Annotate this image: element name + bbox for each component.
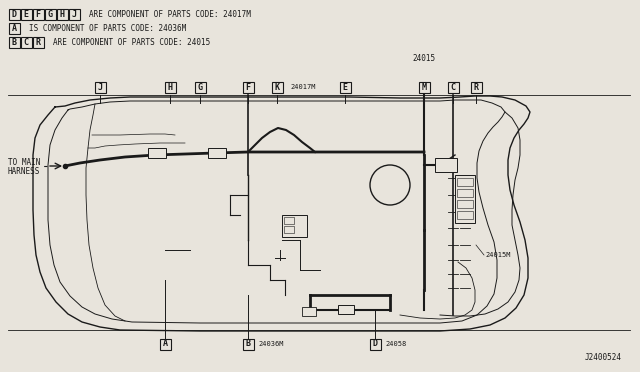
Bar (447, 81, 458, 93)
Bar (282, 215, 307, 237)
Bar (457, 178, 473, 186)
Bar (243, 81, 253, 93)
Circle shape (370, 165, 410, 205)
Text: ARE COMPONENT OF PARTS CODE: 24017M: ARE COMPONENT OF PARTS CODE: 24017M (89, 10, 251, 19)
Text: B: B (12, 38, 17, 46)
Bar (457, 211, 473, 219)
Text: F: F (246, 83, 250, 92)
Text: E: E (24, 10, 29, 19)
Text: B: B (246, 340, 250, 349)
Bar (95, 81, 106, 93)
Bar (284, 226, 294, 233)
Text: E: E (342, 83, 348, 92)
Text: 24036M: 24036M (258, 341, 284, 347)
Bar (208, 148, 226, 158)
Text: C: C (451, 83, 456, 92)
Bar (339, 81, 351, 93)
Bar (284, 217, 294, 224)
Bar (8, 36, 19, 48)
Bar (457, 189, 473, 197)
Bar (148, 148, 166, 158)
Text: HARNESS: HARNESS (8, 167, 40, 176)
Text: D: D (12, 10, 17, 19)
Text: C: C (24, 38, 29, 46)
Text: IS COMPONENT OF PARTS CODE: 24036M: IS COMPONENT OF PARTS CODE: 24036M (29, 23, 186, 32)
Text: A: A (12, 23, 17, 32)
Bar (68, 9, 79, 19)
Bar (338, 305, 354, 314)
Bar (271, 81, 282, 93)
Bar (435, 158, 457, 172)
Bar (45, 9, 56, 19)
Text: M: M (422, 83, 426, 92)
Text: 24015M: 24015M (485, 252, 511, 258)
Text: K: K (275, 83, 280, 92)
Text: 24058: 24058 (385, 341, 406, 347)
Bar (470, 81, 481, 93)
Text: TO MAIN: TO MAIN (8, 157, 40, 167)
Bar (419, 81, 429, 93)
Bar (195, 81, 205, 93)
Text: A: A (163, 340, 168, 349)
Bar (243, 339, 253, 350)
Bar (20, 9, 31, 19)
Bar (8, 22, 19, 33)
Text: D: D (372, 340, 378, 349)
Bar (457, 200, 473, 208)
Bar (159, 339, 170, 350)
Bar (302, 307, 316, 316)
Text: J: J (72, 10, 77, 19)
Bar (455, 175, 475, 223)
Text: G: G (198, 83, 202, 92)
Bar (164, 81, 175, 93)
Bar (369, 339, 381, 350)
Text: R: R (35, 38, 40, 46)
Text: H: H (60, 10, 65, 19)
Bar (33, 9, 44, 19)
Text: G: G (47, 10, 52, 19)
Text: ARE COMPONENT OF PARTS CODE: 24015: ARE COMPONENT OF PARTS CODE: 24015 (53, 38, 211, 46)
Text: 24017M: 24017M (290, 84, 316, 90)
Text: 24015: 24015 (412, 54, 436, 62)
Text: H: H (168, 83, 173, 92)
Bar (8, 9, 19, 19)
Text: J2400524: J2400524 (585, 353, 622, 362)
Text: R: R (474, 83, 479, 92)
Text: J: J (97, 83, 102, 92)
Bar (56, 9, 67, 19)
Bar (33, 36, 44, 48)
Bar (20, 36, 31, 48)
Text: F: F (35, 10, 40, 19)
